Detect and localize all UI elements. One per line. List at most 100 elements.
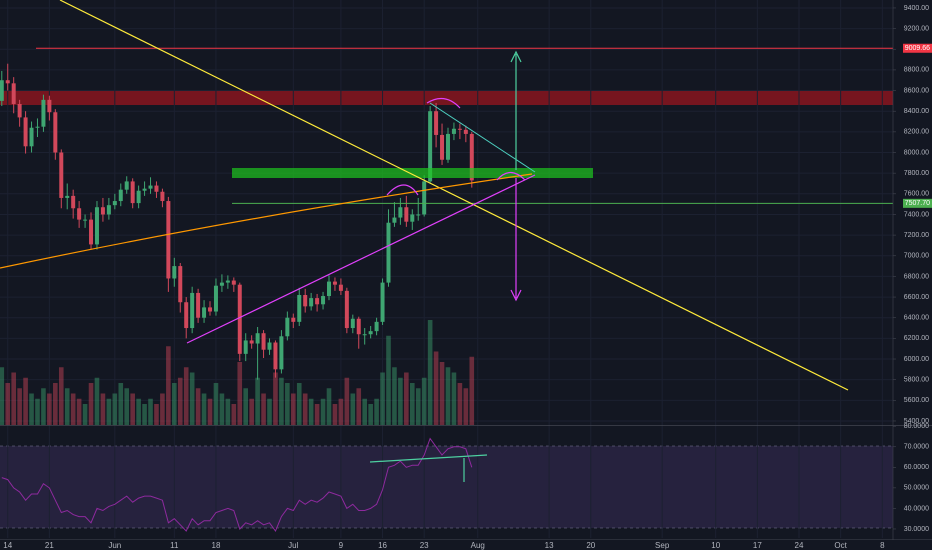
volume-bar [106, 398, 112, 425]
volume-bar [296, 383, 302, 425]
volume-bar [88, 383, 94, 425]
candle-body [291, 317, 296, 322]
candle-body [410, 214, 415, 222]
volume-bar [100, 393, 106, 425]
volume-bar [392, 367, 397, 425]
candle-body [273, 342, 278, 370]
volume-bar [160, 393, 165, 425]
y-tick-label: 5600.00 [904, 397, 929, 404]
price-tag-label: 9009.66 [905, 45, 930, 52]
y-tick-label: 6400.00 [904, 315, 929, 322]
candle-body [148, 185, 153, 189]
y-tick-label: 6800.00 [904, 273, 929, 280]
candle-body [309, 298, 314, 307]
y-tick-label: 8000.00 [904, 149, 929, 156]
candle-body [130, 181, 135, 204]
candle-body [213, 285, 218, 312]
volume-bar [243, 388, 249, 425]
volume-bar [189, 372, 195, 425]
candle-body [202, 307, 207, 318]
rsi-band [0, 446, 893, 528]
y-tick-label: 7800.00 [904, 170, 929, 177]
x-tick-label: Aug [471, 541, 485, 550]
volume-bar [285, 383, 290, 425]
volume-bar [207, 398, 213, 425]
x-tick-label: 14 [3, 541, 12, 550]
candle-body [23, 117, 28, 147]
candle-body [142, 188, 147, 191]
x-tick-label: 24 [795, 541, 804, 550]
rsi-trend [369, 454, 488, 463]
candle-body [368, 331, 373, 335]
volume-bar [76, 398, 82, 425]
volume-bar [398, 377, 403, 425]
trend-line [429, 102, 536, 173]
candle-body [374, 321, 379, 332]
volume-bar [23, 377, 28, 425]
y-tick-label: 50.0000 [904, 485, 929, 492]
candle-body [404, 207, 409, 222]
x-tick-label: 18 [212, 541, 221, 550]
arrow-head [510, 50, 522, 63]
x-tick-label: 9 [339, 541, 344, 550]
candle-body [208, 307, 213, 312]
candle-body [261, 333, 266, 350]
volume-bar [5, 383, 11, 425]
candle-body [463, 129, 468, 134]
sketch [426, 97, 461, 109]
candle-body [53, 112, 58, 153]
volume-bar [451, 372, 457, 425]
x-tick-label: Jun [108, 541, 121, 550]
candle-body [344, 290, 349, 329]
volume-bar [457, 383, 463, 425]
y-tick-label: 9400.00 [904, 5, 929, 12]
sketch [386, 184, 419, 196]
volume-bar [463, 388, 469, 425]
volume-bar [112, 393, 118, 425]
sketch [496, 171, 526, 181]
candle-body [41, 99, 46, 127]
candle-body [386, 222, 391, 283]
candle-body [65, 195, 70, 198]
candle-body [184, 302, 189, 329]
candle-body [249, 340, 254, 344]
volume-bar [195, 388, 201, 425]
volume-bar [356, 388, 362, 425]
candle-body [380, 282, 385, 322]
volume-bar [332, 404, 338, 425]
x-tick-label: 8 [880, 541, 885, 550]
volume-bar [41, 388, 46, 425]
candle-body [440, 134, 445, 160]
candle-body [243, 340, 248, 354]
candle-body [434, 111, 439, 135]
candle-body [94, 207, 99, 245]
y-tick-label: 40.0000 [904, 505, 929, 512]
volume-bar [427, 320, 433, 425]
candle-body [166, 201, 171, 279]
candle-body [356, 318, 361, 335]
arrow-head [510, 289, 522, 302]
candle-body [106, 205, 111, 215]
volume-bar [213, 383, 219, 425]
candle-body [160, 191, 165, 202]
volume-bar [255, 377, 260, 425]
volume-bar [308, 398, 314, 425]
volume-bar [82, 404, 88, 425]
volume-bar [249, 398, 254, 425]
candle-body [303, 295, 308, 307]
candle-body [17, 103, 22, 118]
candle-body [297, 295, 302, 322]
x-tick-label: 20 [586, 541, 595, 550]
volume-bar [237, 362, 243, 425]
candle-body [422, 181, 427, 215]
volume-bar [404, 372, 409, 425]
volume-bar [362, 398, 367, 425]
y-tick-label: 70.0000 [904, 444, 929, 451]
volume-bar [273, 372, 278, 425]
volume-bar [124, 388, 130, 425]
candle-body [100, 207, 105, 215]
volume-bar [326, 388, 332, 425]
grid [0, 0, 893, 538]
candle-body [225, 280, 230, 283]
volume-bar [64, 388, 70, 425]
